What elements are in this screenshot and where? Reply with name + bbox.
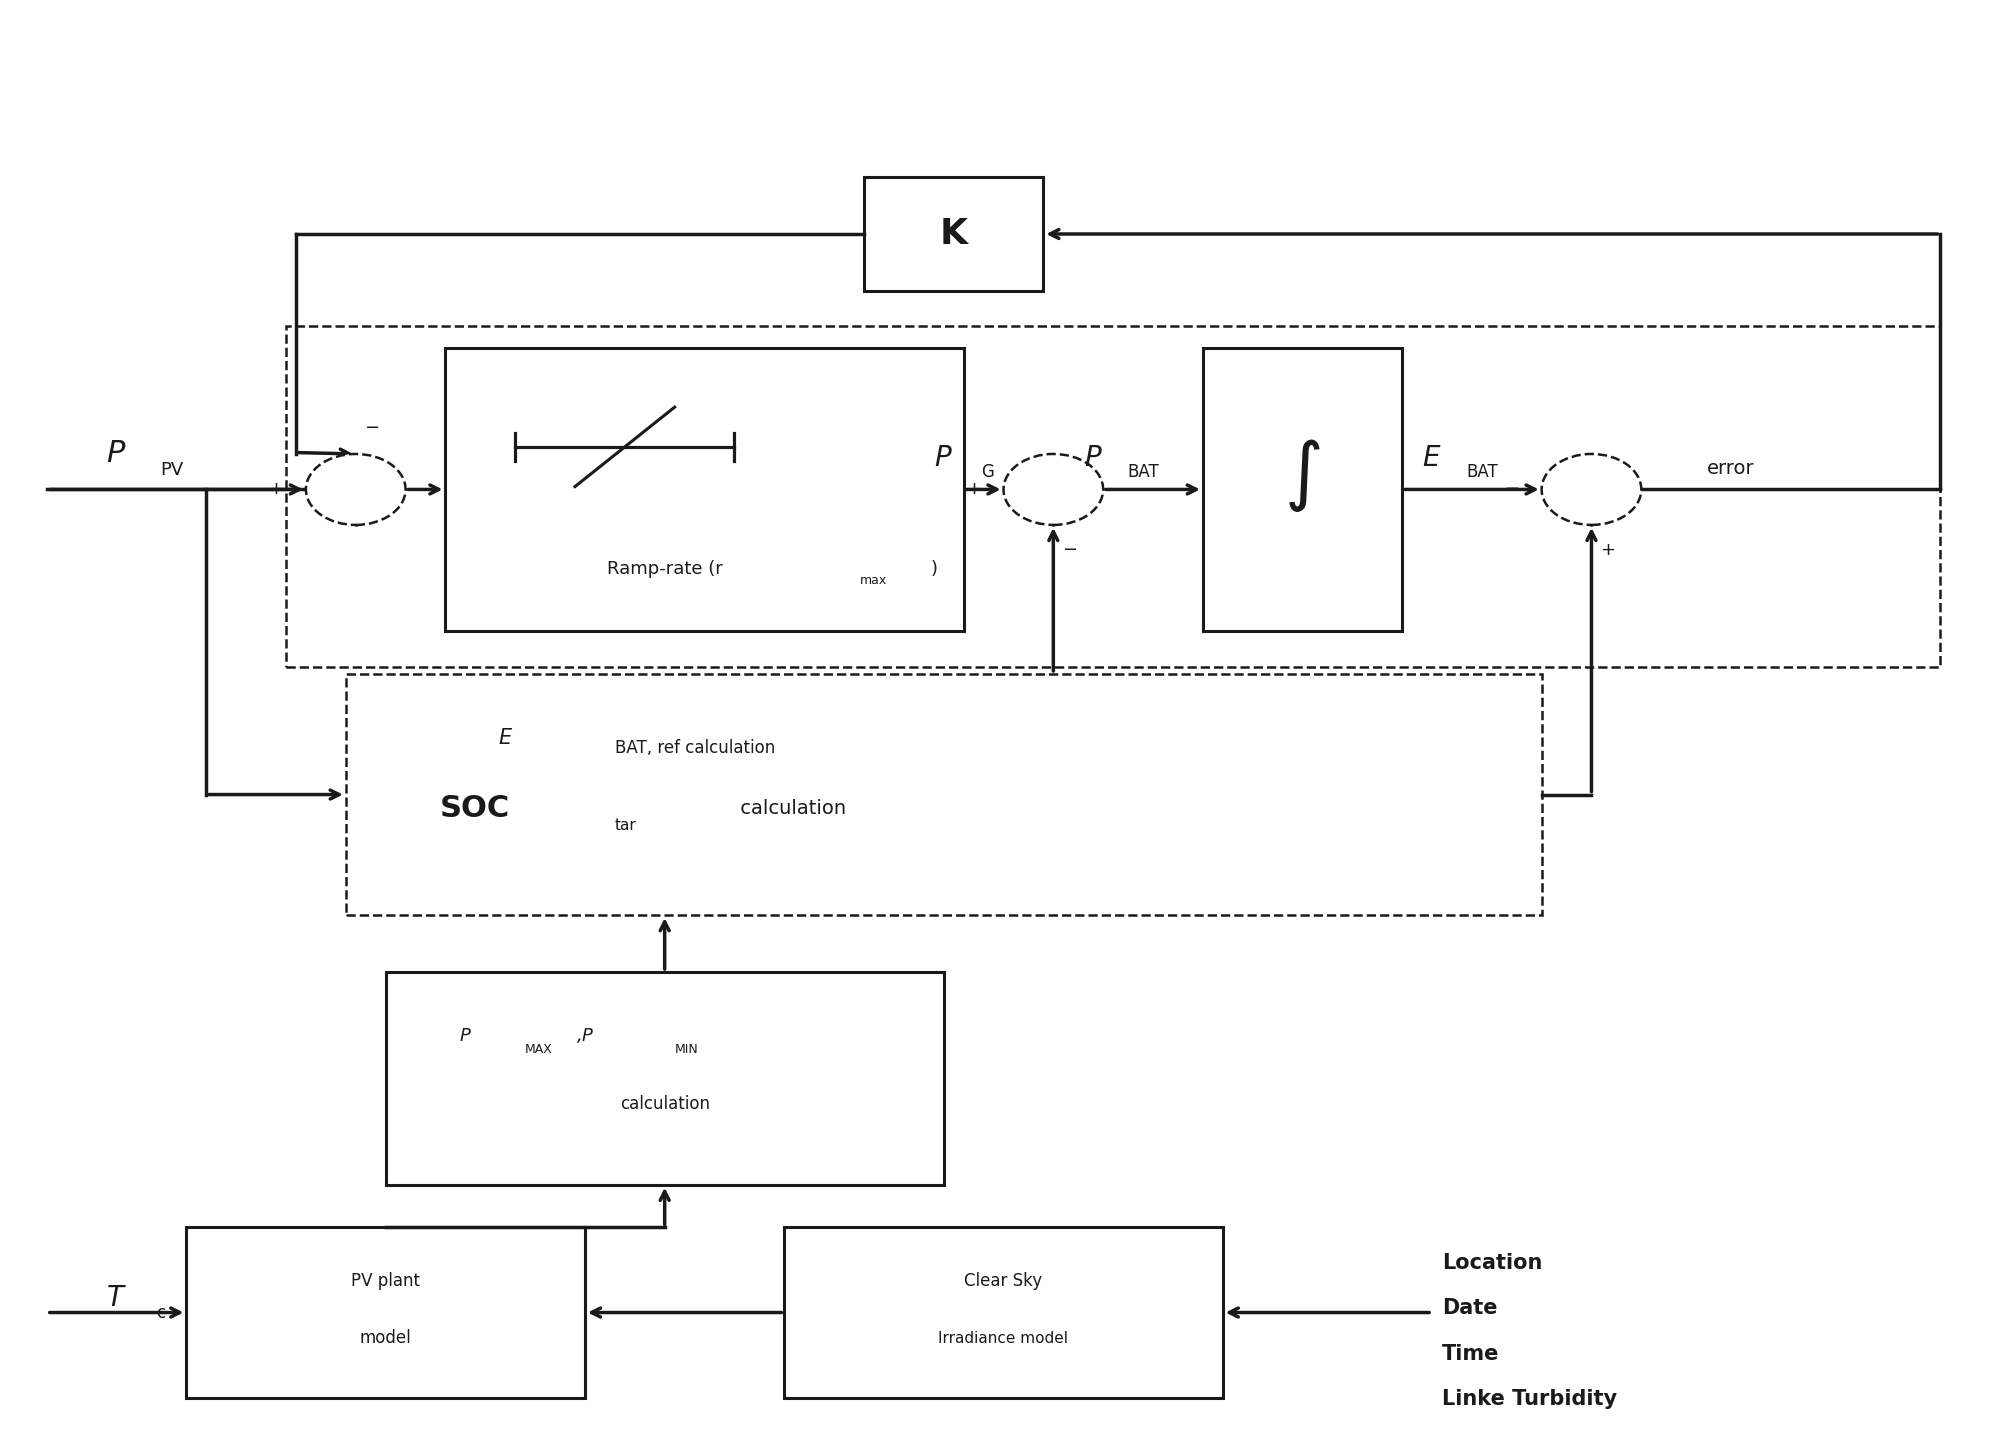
Text: $P$: $P$ xyxy=(460,1027,472,1045)
Text: model: model xyxy=(359,1328,411,1347)
Text: Ramp-rate (r: Ramp-rate (r xyxy=(606,560,723,577)
Text: +: + xyxy=(269,480,283,499)
Text: c: c xyxy=(157,1304,165,1321)
Text: $P$: $P$ xyxy=(106,440,126,469)
Bar xyxy=(446,348,963,632)
Bar xyxy=(863,178,1044,291)
Circle shape xyxy=(305,454,405,524)
Text: +: + xyxy=(1600,542,1616,559)
Text: $P$: $P$ xyxy=(1084,444,1102,473)
Bar xyxy=(345,674,1541,916)
Text: MAX: MAX xyxy=(526,1043,554,1056)
Bar xyxy=(285,327,1941,666)
Text: MIN: MIN xyxy=(674,1043,698,1056)
Text: Irradiance model: Irradiance model xyxy=(939,1331,1068,1346)
Text: ): ) xyxy=(929,560,937,577)
Text: BAT, ref calculation: BAT, ref calculation xyxy=(614,739,775,757)
Text: +: + xyxy=(965,480,981,499)
Circle shape xyxy=(1541,454,1642,524)
Bar xyxy=(785,1228,1222,1397)
Text: −: − xyxy=(363,420,379,437)
Text: $\int$: $\int$ xyxy=(1284,437,1321,514)
Text: −: − xyxy=(1062,542,1078,559)
Text: $E$: $E$ xyxy=(1423,444,1441,473)
Text: PV plant: PV plant xyxy=(351,1273,419,1290)
Text: error: error xyxy=(1708,459,1754,477)
Text: K: K xyxy=(939,216,967,251)
Text: −: − xyxy=(1503,480,1519,499)
Text: PV: PV xyxy=(161,460,185,479)
Text: BAT: BAT xyxy=(1465,463,1497,481)
Bar xyxy=(385,972,943,1185)
Text: calculation: calculation xyxy=(620,1095,710,1113)
Text: $P$: $P$ xyxy=(935,444,953,473)
Text: Linke Turbidity: Linke Turbidity xyxy=(1441,1389,1618,1409)
Text: ,$P$: ,$P$ xyxy=(576,1026,594,1045)
Text: G: G xyxy=(981,463,993,481)
Text: Location: Location xyxy=(1441,1252,1541,1273)
Text: Clear Sky: Clear Sky xyxy=(965,1273,1042,1290)
Text: $E$: $E$ xyxy=(498,728,514,748)
Bar xyxy=(1202,348,1403,632)
Text: SOC: SOC xyxy=(440,794,510,823)
Text: tar: tar xyxy=(614,818,636,833)
Text: $T$: $T$ xyxy=(106,1284,126,1313)
Bar xyxy=(187,1228,584,1397)
Text: BAT: BAT xyxy=(1128,463,1158,481)
Text: Time: Time xyxy=(1441,1344,1499,1364)
Text: max: max xyxy=(861,573,887,586)
Text: Date: Date xyxy=(1441,1298,1497,1318)
Text: calculation: calculation xyxy=(735,800,847,818)
Circle shape xyxy=(1004,454,1104,524)
